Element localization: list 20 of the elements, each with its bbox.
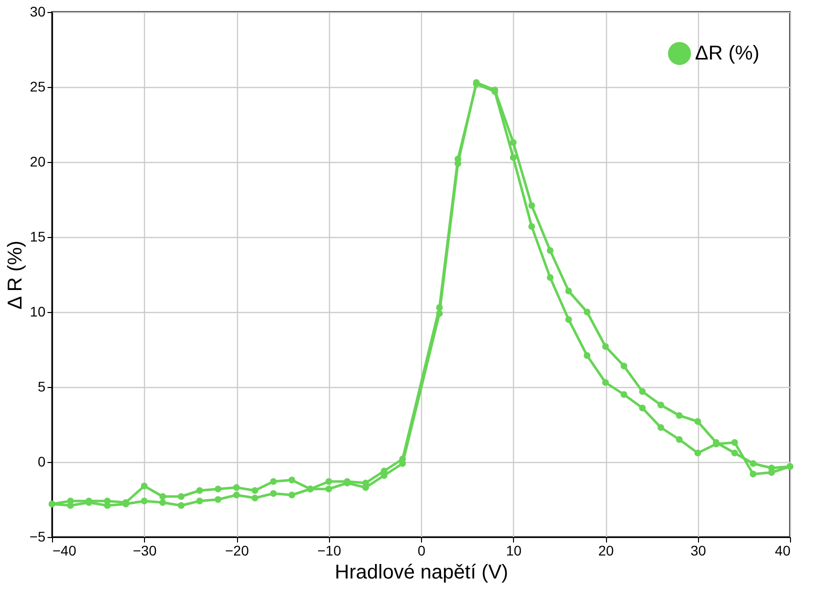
x-tick-label: −30 [132, 542, 157, 558]
y-tick-label: 30 [30, 4, 46, 20]
y-axis-title: Δ R (%) [4, 240, 27, 310]
x-tick-label: −10 [317, 542, 342, 558]
x-tick-label: 30 [690, 542, 706, 558]
x-tick-label: 0 [418, 542, 426, 558]
y-tick-label: 25 [30, 78, 46, 94]
x-tick-label: −40 [52, 542, 76, 558]
legend-label: ΔR (%) [695, 42, 760, 64]
y-tick-label: 5 [38, 378, 46, 394]
y-tick-label: 0 [38, 454, 46, 470]
x-tick-label: 20 [598, 542, 614, 558]
x-tick-label: 40 [774, 542, 791, 558]
y-tick-label: 10 [30, 304, 46, 320]
x-axis-title: Hradlové napětí (V) [334, 562, 508, 584]
y-tick-label: 20 [30, 154, 46, 170]
x-tick-label: 10 [506, 542, 522, 558]
x-tick-label: −20 [225, 542, 250, 558]
y-tick-label: −5 [30, 528, 46, 544]
y-tick-label: 15 [30, 228, 46, 244]
